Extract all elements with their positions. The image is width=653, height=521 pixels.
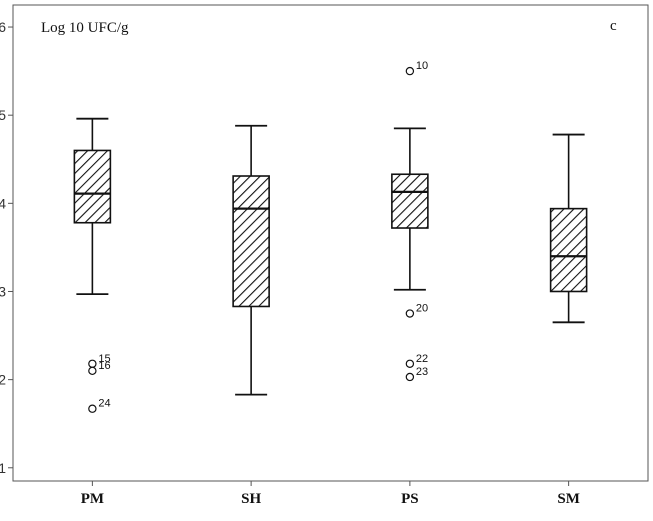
y-tick-label-5: 5 (0, 107, 6, 123)
outlier-24 (88, 404, 97, 413)
outlier-16 (88, 366, 97, 376)
panel-tag: c (610, 18, 617, 34)
y-axis: 1 2 3 4 5 6 (0, 19, 13, 476)
outlier-label-24: 24 (98, 398, 110, 410)
box-iqr-ps (391, 173, 429, 229)
outlier-10 (405, 66, 415, 76)
outlier-20 (405, 309, 415, 318)
x-label-pm: PM (81, 491, 104, 507)
box-iqr-sm (549, 207, 588, 293)
y-tick-label-4: 4 (0, 195, 6, 211)
box-iqr-sh (232, 175, 270, 308)
outlier-23 (405, 372, 415, 382)
box-sm (549, 133, 588, 324)
y-axis-label: Log 10 UFC/g (41, 20, 129, 36)
outlier-label-23: 23 (416, 366, 428, 378)
plot-frame (12, 4, 649, 482)
x-label-sh: SH (241, 491, 261, 507)
y-tick-label-6: 6 (0, 19, 6, 35)
box-sh (232, 124, 270, 396)
outlier-label-16: 16 (98, 360, 110, 372)
outlier-label-10: 10 (416, 60, 428, 72)
x-axis: PM SH PS SM (81, 481, 580, 507)
y-tick-label-1: 1 (0, 460, 6, 476)
y-tick-label-2: 2 (0, 372, 6, 388)
x-label-sm: SM (557, 491, 580, 507)
y-tick-label-3: 3 (0, 283, 6, 299)
outlier-22 (405, 359, 415, 368)
x-label-ps: PS (401, 491, 419, 507)
outlier-label-22: 22 (416, 353, 428, 365)
box-iqr-pm (73, 149, 112, 224)
outlier-label-20: 20 (416, 303, 428, 315)
outlier-15 (88, 359, 97, 368)
outlier-label-15: 15 (98, 353, 110, 365)
